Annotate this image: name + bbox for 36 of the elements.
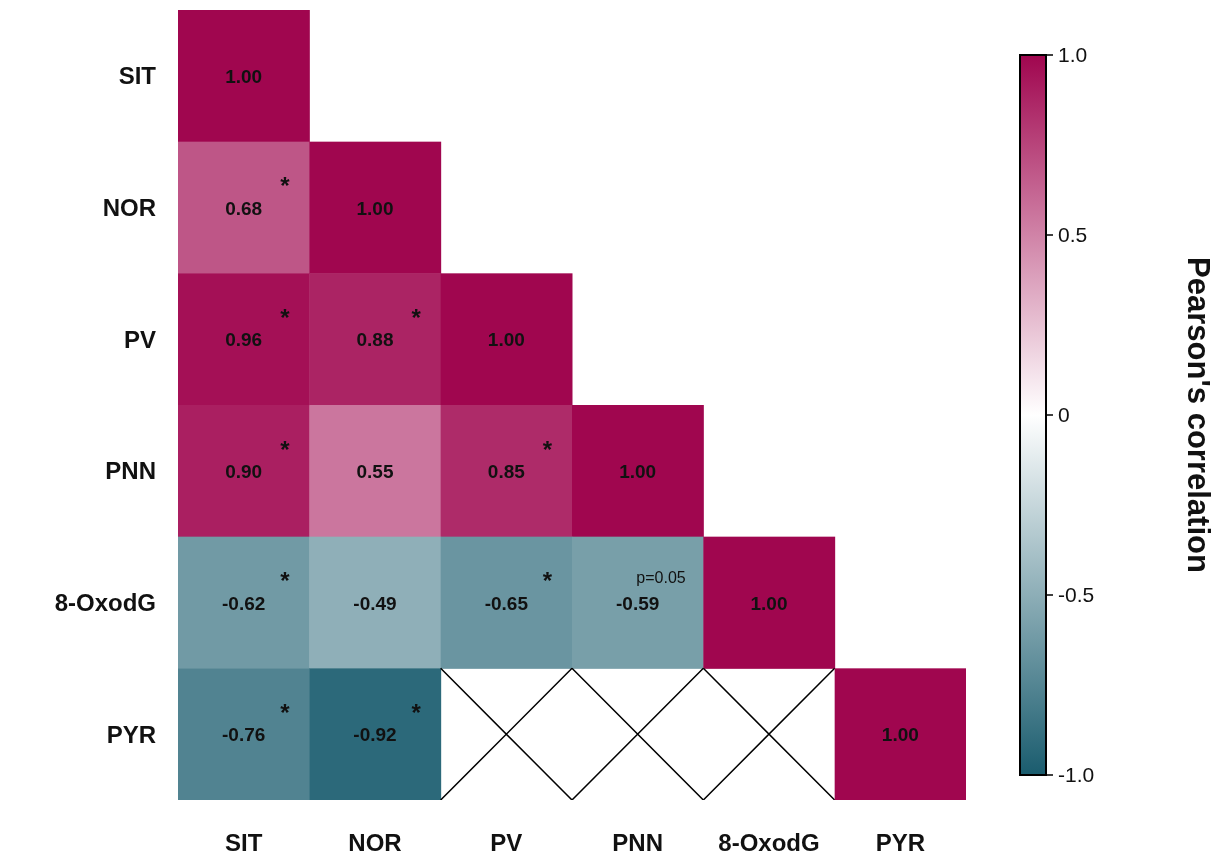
data-label: 1.00 <box>881 724 919 746</box>
color-bar-label: 0.5 <box>1058 223 1088 246</box>
x-tick-label: PV <box>490 829 523 857</box>
color-bar-title: Pearson's correlation <box>1181 257 1216 573</box>
y-tick-label: SIT <box>118 62 157 90</box>
data-label: * 0.96 <box>225 304 297 351</box>
data-label: p=0.05 -0.59 <box>616 568 691 614</box>
data-label: 1.00 <box>487 329 525 351</box>
data-label: -0.49 <box>353 592 397 614</box>
color-bar-label: -1.0 <box>1058 763 1095 786</box>
y-tick-label: PV <box>123 325 156 353</box>
data-label: * 0.85 <box>487 435 559 482</box>
color-bar-label: 1.0 <box>1058 43 1088 66</box>
data-label: 1.00 <box>619 460 657 482</box>
x-tick-label: PNN <box>612 829 663 857</box>
data-label: * -0.62 <box>222 567 297 614</box>
data-label: * 0.68 <box>225 172 297 219</box>
data-label: 0.55 <box>356 460 394 482</box>
y-tick-label: PYR <box>106 720 156 748</box>
data-label: * 0.90 <box>225 435 297 482</box>
data-label: 1.00 <box>750 592 788 614</box>
data-label: * 0.88 <box>356 304 428 351</box>
x-tick-label: NOR <box>348 829 402 857</box>
color-bar-label: 0 <box>1058 403 1070 426</box>
color-bar-label: -0.5 <box>1058 583 1095 606</box>
x-tick-label: 8-OxodG <box>718 829 820 857</box>
y-tick-label: 8-OxodG <box>54 589 156 617</box>
data-label: * -0.65 <box>484 567 559 614</box>
y-tick-label: PNN <box>105 457 156 485</box>
data-label: 1.00 <box>356 197 394 219</box>
data-label: 1.00 <box>225 65 263 87</box>
x-tick-label: PYR <box>875 829 926 857</box>
y-tick-label: NOR <box>102 194 156 222</box>
data-label: * -0.92 <box>353 699 428 746</box>
data-label: * -0.76 <box>222 699 297 746</box>
x-tick-label: SIT <box>224 829 263 857</box>
